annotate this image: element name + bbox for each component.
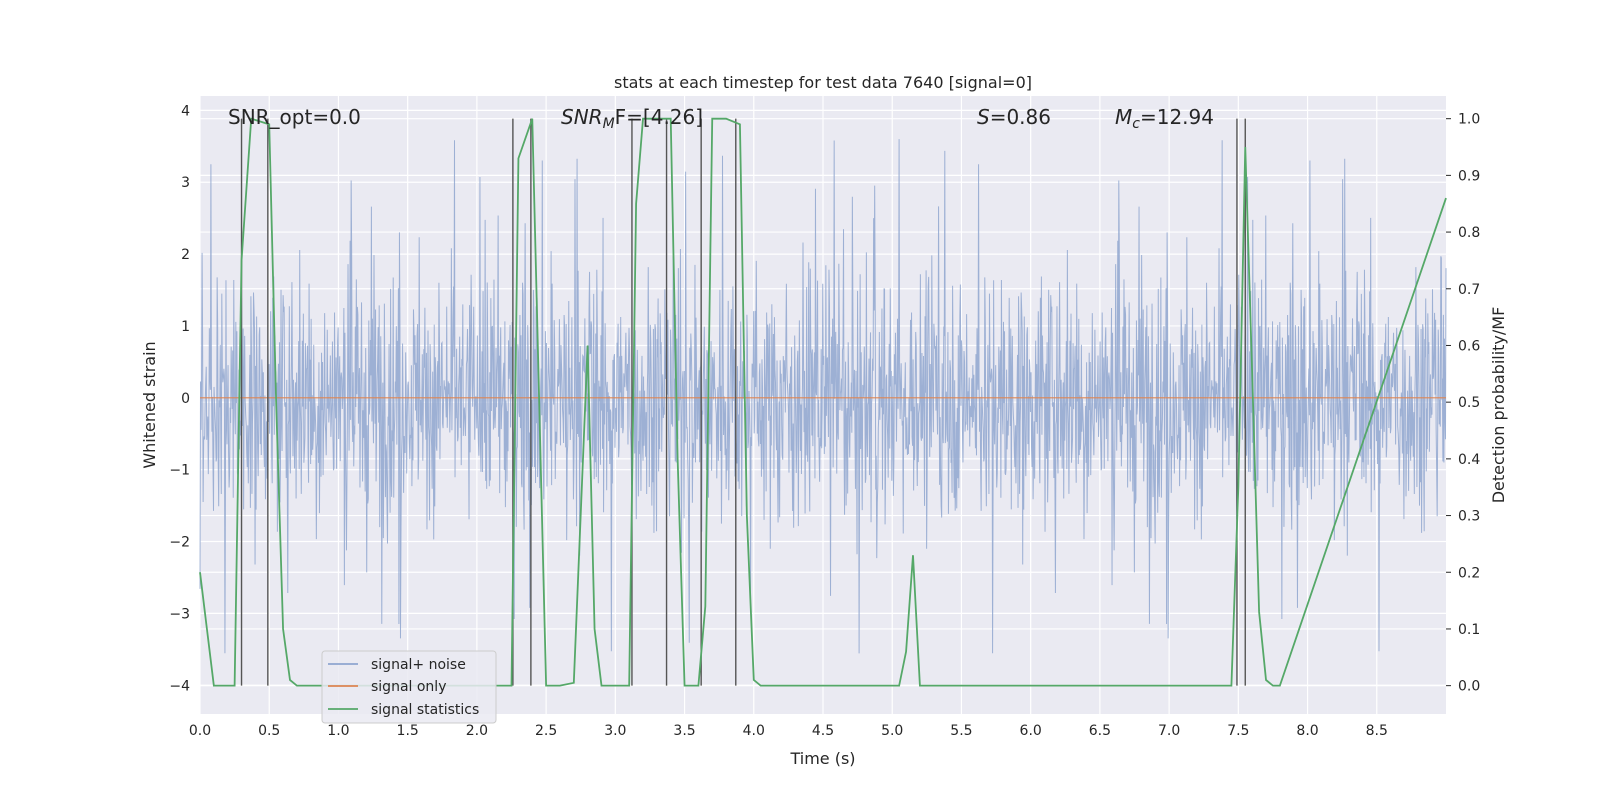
mc-rest: =12.94 [1140,105,1214,129]
x-tick-label: 3.0 [604,723,626,739]
y2-tick-label: 0.1 [1458,622,1480,638]
y-tick-label: −2 [169,535,190,551]
x-axis-label: Time (s) [789,749,855,768]
signal-statistics-series [199,117,1447,687]
signal-plus-noise-line [199,139,1447,654]
x-tick-label: 0.5 [258,723,280,739]
x-tick-label: 2.0 [466,723,488,739]
s-rest: =0.86 [990,105,1051,129]
x-tick-labels: 0.0 0.5 1.0 1.5 2.0 2.5 3.0 3.5 4.0 4.5 5.0 5.5 6.0 6… [189,723,1388,739]
y2-tick-label: 0.4 [1458,452,1480,468]
y-axis-label: Whitened strain [140,341,159,468]
legend-label-signal-statistics: signal statistics [371,702,479,718]
x-tick-label: 2.5 [535,723,557,739]
x-tick-label: 1.5 [397,723,419,739]
y2-tick-label: 0.2 [1458,565,1480,581]
y-tick-label: 0 [181,391,190,407]
annotation-snr-opt: SNR_opt=0.0 [228,105,361,129]
x-tick-label: 0.0 [189,723,211,739]
y2-tick-label: 1.0 [1458,112,1480,128]
y2-tick-label: 0.9 [1458,168,1480,184]
y-tick-labels: 4 3 2 1 0 −1 −2 −3 −4 [169,103,190,694]
y2-tick-labels: 1.0 0.9 0.8 0.7 0.6 0.5 0.4 0.3 0.2 0.1 0.0 [1446,112,1480,695]
mc-base: M [1115,105,1132,129]
y2-tick-label: 0.6 [1458,338,1480,354]
x-tick-label: 7.0 [1158,723,1180,739]
x-tick-label: 7.5 [1227,723,1249,739]
legend-label-signal-noise: signal+ noise [371,657,466,673]
y-tick-label: 4 [181,103,190,119]
x-tick-label: 8.5 [1366,723,1388,739]
annotation-snr-mf: SNRMF=[4.26] [561,105,703,132]
mc-sub: c [1132,116,1140,132]
y-tick-label: −4 [169,678,190,694]
y-tick-label: −1 [169,463,190,479]
y2-axis-label: Detection probability/MF [1489,307,1508,504]
x-tick-label: 4.0 [743,723,765,739]
signal-plus-noise-series [199,139,1447,654]
y-tick-label: 1 [181,319,190,335]
y2-tick-label: 0.0 [1458,679,1480,695]
x-tick-label: 8.0 [1296,723,1318,739]
annotation-s: S=0.86 [977,105,1051,129]
chart-title: stats at each timestep for test data 764… [614,73,1032,92]
x-tick-label: 6.0 [1020,723,1042,739]
x-tick-label: 3.5 [673,723,695,739]
y-tick-label: 2 [181,247,190,263]
x-tick-label: 5.5 [950,723,972,739]
legend: signal+ noise signal only signal statist… [321,650,497,724]
annotation-mc: Mc=12.94 [1115,105,1214,132]
y-tick-label: 3 [181,175,190,191]
x-tick-label: 4.5 [812,723,834,739]
s-label: S [977,105,990,129]
y2-tick-label: 0.8 [1458,225,1480,241]
legend-label-signal-only: signal only [371,679,446,695]
y2-tick-label: 0.3 [1458,509,1480,525]
snr-mf-sub: M [603,116,615,132]
legend-box [321,650,497,724]
snr-mf-base: SNR [561,105,603,129]
y2-tick-label: 0.5 [1458,395,1480,411]
snr-mf-rest: F=[4.26] [615,105,703,129]
x-tick-label: 1.0 [327,723,349,739]
x-tick-label: 6.5 [1089,723,1111,739]
y-tick-label: −3 [169,606,190,622]
y2-tick-label: 0.7 [1458,282,1480,298]
x-tick-label: 5.0 [881,723,903,739]
